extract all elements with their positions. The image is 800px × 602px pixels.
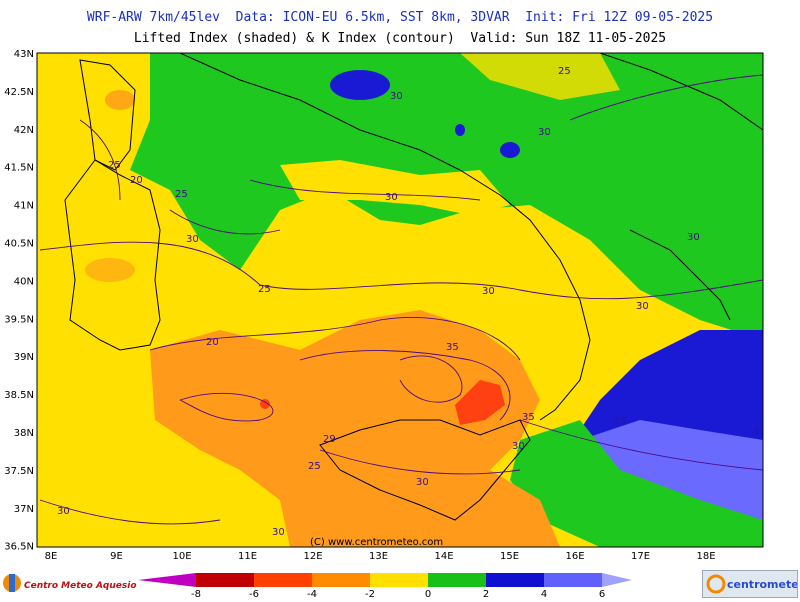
svg-text:30: 30 xyxy=(687,232,700,243)
lon-label: 8E xyxy=(45,551,58,562)
lat-label: 37N xyxy=(14,504,34,515)
svg-text:35: 35 xyxy=(446,342,459,353)
colorbar-tick-label: 4 xyxy=(541,589,547,600)
colorbar-segment xyxy=(312,573,370,587)
sicily-coast xyxy=(319,419,531,521)
centrometeo-logo: centrometeo xyxy=(702,570,800,598)
svg-text:30: 30 xyxy=(512,441,525,452)
lat-label: 43N xyxy=(14,49,34,60)
colorbar: -8 -6 -4 -2 0 2 4 6 xyxy=(138,573,632,600)
svg-text:30: 30 xyxy=(385,192,398,203)
svg-text:30: 30 xyxy=(186,234,199,245)
contour-labels: 25 30 30 25 20 25 30 30 30 25 30 20 35 3… xyxy=(57,66,759,538)
lon-label: 17E xyxy=(631,551,650,562)
svg-text:20: 20 xyxy=(206,337,219,348)
lat-label: 40N xyxy=(14,276,34,287)
lon-label: 10E xyxy=(172,551,191,562)
svg-text:20: 20 xyxy=(130,175,143,186)
lat-label: 38.5N xyxy=(4,390,34,401)
lat-label: 39N xyxy=(14,352,34,363)
colorbar-segment xyxy=(602,573,632,587)
lon-label: 9E xyxy=(110,551,123,562)
lat-label: 40.5N xyxy=(4,239,34,250)
centro-meteo-aquesio-logo: Centro Meteo Aquesio xyxy=(2,568,142,598)
li-orange-area xyxy=(150,310,560,547)
svg-text:30: 30 xyxy=(57,506,70,517)
svg-text:centrometeo: centrometeo xyxy=(727,578,797,591)
colorbar-tick-label: -6 xyxy=(249,589,259,600)
lat-label: 39.5N xyxy=(4,314,34,325)
svg-text:3: 3 xyxy=(753,426,759,437)
lat-label: 41N xyxy=(14,201,34,212)
colorbar-tick-label: 2 xyxy=(483,589,489,600)
svg-text:30: 30 xyxy=(390,91,403,102)
svg-text:30: 30 xyxy=(272,527,285,538)
colorbar-tick-label: 6 xyxy=(599,589,605,600)
svg-text:25: 25 xyxy=(558,66,571,77)
lat-label: 42.5N xyxy=(4,87,34,98)
colorbar-segment xyxy=(428,573,486,587)
lat-label: 42N xyxy=(14,125,34,136)
longitude-labels: 8E 9E 10E 11E 12E 13E 14E 15E 16E 17E 18E xyxy=(45,551,716,562)
colorbar-segment xyxy=(138,573,196,587)
colorbar-tick-label: -4 xyxy=(307,589,317,600)
lon-label: 13E xyxy=(369,551,388,562)
colorbar-tick-label: 0 xyxy=(425,589,431,600)
lat-label: 37.5N xyxy=(4,466,34,477)
svg-text:25: 25 xyxy=(175,189,188,200)
map-subtitle: Lifted Index (shaded) & K Index (contour… xyxy=(133,31,667,46)
svg-text:30: 30 xyxy=(482,286,495,297)
svg-text:25: 25 xyxy=(614,416,627,427)
svg-text:30: 30 xyxy=(416,477,429,488)
corsica-coast xyxy=(79,59,136,171)
lat-label: 38N xyxy=(14,428,34,439)
svg-text:25: 25 xyxy=(308,461,321,472)
svg-text:25: 25 xyxy=(108,160,121,171)
latitude-labels: 43N 42.5N 42N 41.5N 41N 40.5N 40N 39.5N 39N 38.5N… xyxy=(4,49,34,553)
lat-label: 36.5N xyxy=(4,542,34,553)
svg-text:29: 29 xyxy=(323,434,336,445)
lat-label: 41.5N xyxy=(4,163,34,174)
svg-text:30: 30 xyxy=(538,127,551,138)
svg-text:30: 30 xyxy=(636,301,649,312)
colorbar-segment xyxy=(486,573,544,587)
map-field xyxy=(37,53,763,547)
map-frame xyxy=(36,52,764,548)
svg-text:Centro Meteo Aquesio: Centro Meteo Aquesio xyxy=(24,581,137,591)
lon-label: 11E xyxy=(238,551,257,562)
colorbar-tick-label: -2 xyxy=(365,589,375,600)
colorbar-segment xyxy=(196,573,254,587)
colorbar-tick-label: -8 xyxy=(191,589,201,600)
li-red-area xyxy=(455,380,505,425)
lon-label: 18E xyxy=(696,551,715,562)
lon-label: 15E xyxy=(500,551,519,562)
svg-text:35: 35 xyxy=(522,412,535,423)
lon-label: 12E xyxy=(303,551,322,562)
svg-text:25: 25 xyxy=(258,284,271,295)
map-title: WRF-ARW 7km/45lev Data: ICON-EU 6.5km, S… xyxy=(86,10,714,25)
watermark: (C) www.centrometeo.com xyxy=(310,537,443,548)
italy-coast xyxy=(179,53,731,421)
colorbar-segment xyxy=(254,573,312,587)
colorbar-segment xyxy=(370,573,428,587)
lon-label: 14E xyxy=(434,551,453,562)
colorbar-segment xyxy=(544,573,602,587)
k-index-contours xyxy=(39,74,763,525)
lon-label: 16E xyxy=(565,551,584,562)
